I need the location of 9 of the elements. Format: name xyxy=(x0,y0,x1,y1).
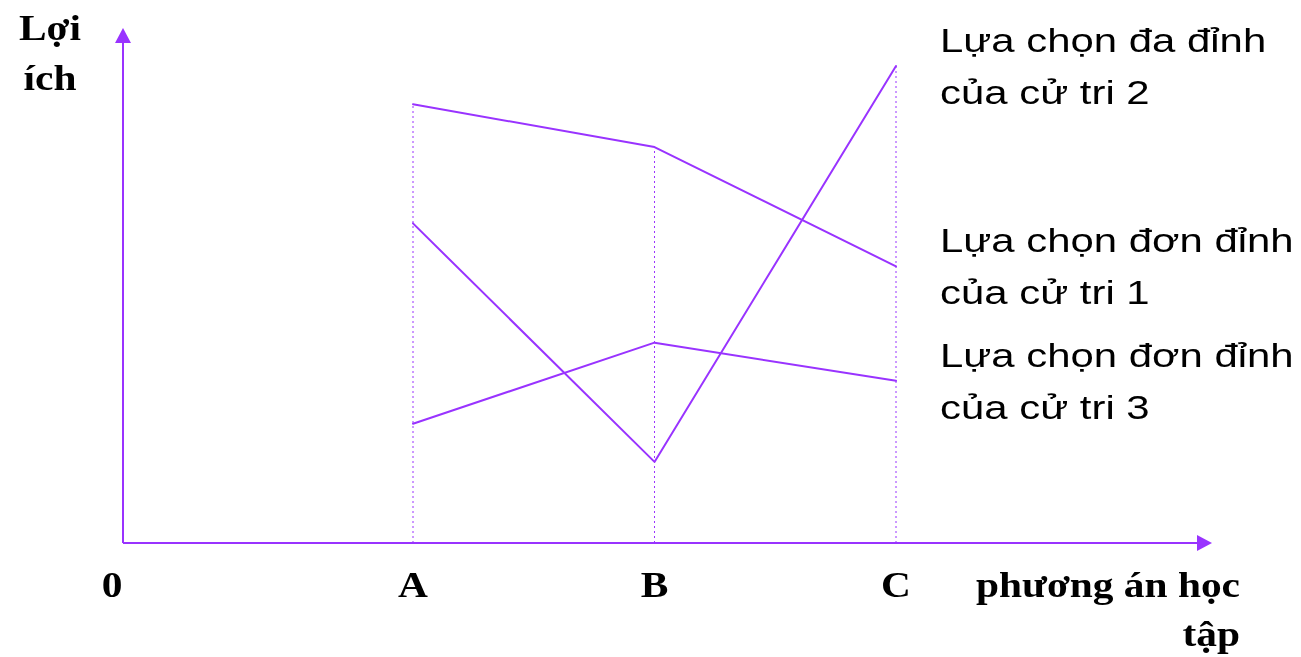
y-axis-title: Lợi ích xyxy=(18,7,82,98)
series-label: Lựa chọn đa đỉnh của cử tri 2 xyxy=(940,22,1267,111)
x-tick-label: B xyxy=(640,564,669,605)
x-axis-title: phương án học tập xyxy=(976,564,1240,654)
text: 0 xyxy=(101,564,123,605)
series-label: Lựa chọn đơn đỉnh của cử tri 3 xyxy=(940,337,1294,426)
series-label: Lựa chọn đơn đỉnh của cử tri 1 xyxy=(940,222,1294,312)
x-tick-label: C xyxy=(881,564,911,605)
x-tick-label: A xyxy=(398,564,428,605)
